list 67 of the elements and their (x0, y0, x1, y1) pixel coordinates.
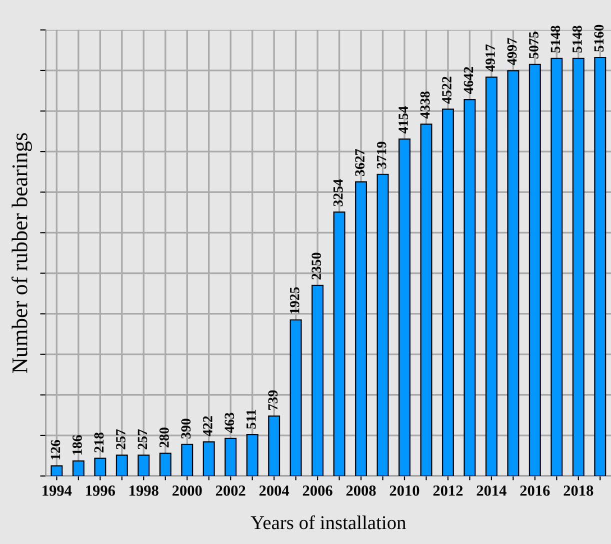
x-tick-label: 2016 (520, 485, 550, 496)
data-label: 1925 (290, 287, 300, 314)
data-label: 280 (159, 428, 169, 448)
x-tick-label: 1994 (42, 486, 72, 496)
data-label: 5075 (529, 32, 538, 58)
data-label: 186 (72, 435, 82, 454)
bar (355, 181, 368, 476)
bar (528, 64, 541, 476)
data-label: 4917 (486, 44, 495, 72)
x-tick-label: 1996 (86, 486, 115, 496)
bar (138, 454, 150, 476)
bar (159, 452, 172, 476)
data-label: 5148 (550, 26, 560, 53)
data-label: 390 (181, 418, 191, 438)
data-label: 218 (94, 432, 104, 452)
x-tick-label: 2014 (476, 485, 506, 496)
data-label: 3254 (333, 179, 343, 206)
bar (116, 454, 128, 476)
bar (94, 458, 106, 476)
x-axis-title: Years of installation (250, 515, 406, 530)
data-label: 3719 (376, 142, 386, 168)
y-axis-title: Number of rubber bearings (11, 133, 32, 373)
bar (333, 212, 346, 476)
bar (572, 58, 584, 476)
x-tick-label: 2002 (216, 485, 246, 496)
bar (550, 58, 563, 476)
x-tick-label: 2010 (390, 485, 420, 496)
bar (507, 70, 520, 476)
data-label: 257 (138, 429, 148, 450)
data-label: 5160 (594, 24, 604, 52)
data-label: 257 (116, 429, 126, 450)
data-label: 4522 (442, 76, 452, 104)
x-tick-label: 2018 (564, 485, 594, 496)
bar (268, 416, 280, 476)
bar (72, 460, 84, 476)
data-label: 463 (224, 412, 234, 433)
bar (246, 434, 258, 476)
bar (202, 441, 215, 476)
data-label: 5148 (572, 26, 582, 53)
bar (181, 444, 194, 476)
bar (485, 76, 498, 476)
data-label: 422 (203, 416, 212, 436)
x-tick-label: 2004 (259, 485, 290, 496)
data-label: 4642 (464, 66, 474, 94)
data-label: 4154 (398, 106, 408, 134)
bar (224, 438, 237, 476)
data-label: 3627 (355, 149, 364, 176)
bar (420, 124, 432, 476)
data-label: 511 (246, 410, 256, 429)
x-tick-label: 2006 (302, 485, 332, 496)
bar (312, 284, 324, 476)
bar (376, 174, 389, 476)
x-tick-label: 1998 (130, 485, 158, 496)
bar (50, 465, 63, 476)
data-label: 4997 (507, 38, 517, 66)
data-label: 126 (50, 440, 60, 460)
bar (290, 319, 302, 476)
data-label: 2350 (312, 252, 322, 280)
x-tick-label: 2012 (433, 485, 463, 496)
bar (594, 56, 606, 476)
data-label: 739 (268, 390, 278, 410)
x-tick-label: 2000 (172, 485, 202, 496)
bar (464, 98, 476, 476)
data-label: 4338 (420, 91, 430, 119)
bar (398, 138, 410, 476)
bar (442, 108, 454, 476)
x-tick-label: 2008 (346, 485, 376, 496)
